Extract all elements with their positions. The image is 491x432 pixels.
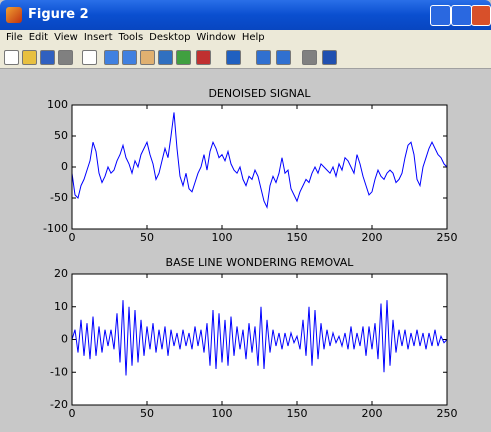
x-tick-label: 150 (287, 407, 308, 420)
y-tick-label: 50 (54, 129, 68, 142)
axes-title: BASE LINE WONDERING REMOVAL (166, 256, 355, 269)
axes-title: DENOISED SIGNAL (208, 87, 311, 100)
x-tick-label: 250 (437, 231, 458, 244)
y-tick-label: -100 (43, 222, 68, 235)
x-tick-label: 100 (212, 407, 233, 420)
y-tick-label: 10 (54, 300, 68, 313)
y-tick-label: -10 (50, 365, 68, 378)
y-tick-label: -50 (50, 191, 68, 204)
axes-box (72, 105, 447, 229)
window: Figure 2 FileEditViewInsertToolsDesktopW… (0, 0, 491, 432)
x-tick-label: 0 (69, 231, 76, 244)
x-tick-label: 0 (69, 407, 76, 420)
y-tick-label: -20 (50, 398, 68, 411)
x-tick-label: 200 (362, 407, 383, 420)
x-tick-label: 150 (287, 231, 308, 244)
x-tick-label: 200 (362, 231, 383, 244)
x-tick-label: 100 (212, 231, 233, 244)
y-tick-label: 100 (47, 98, 68, 111)
y-tick-label: 0 (61, 160, 68, 173)
y-tick-label: 20 (54, 267, 68, 280)
x-tick-label: 50 (140, 231, 154, 244)
y-tick-label: 0 (61, 333, 68, 346)
x-tick-label: 50 (140, 407, 154, 420)
x-tick-label: 250 (437, 407, 458, 420)
figure: DENOISED SIGNAL-100-50050100050100150200… (0, 0, 491, 432)
